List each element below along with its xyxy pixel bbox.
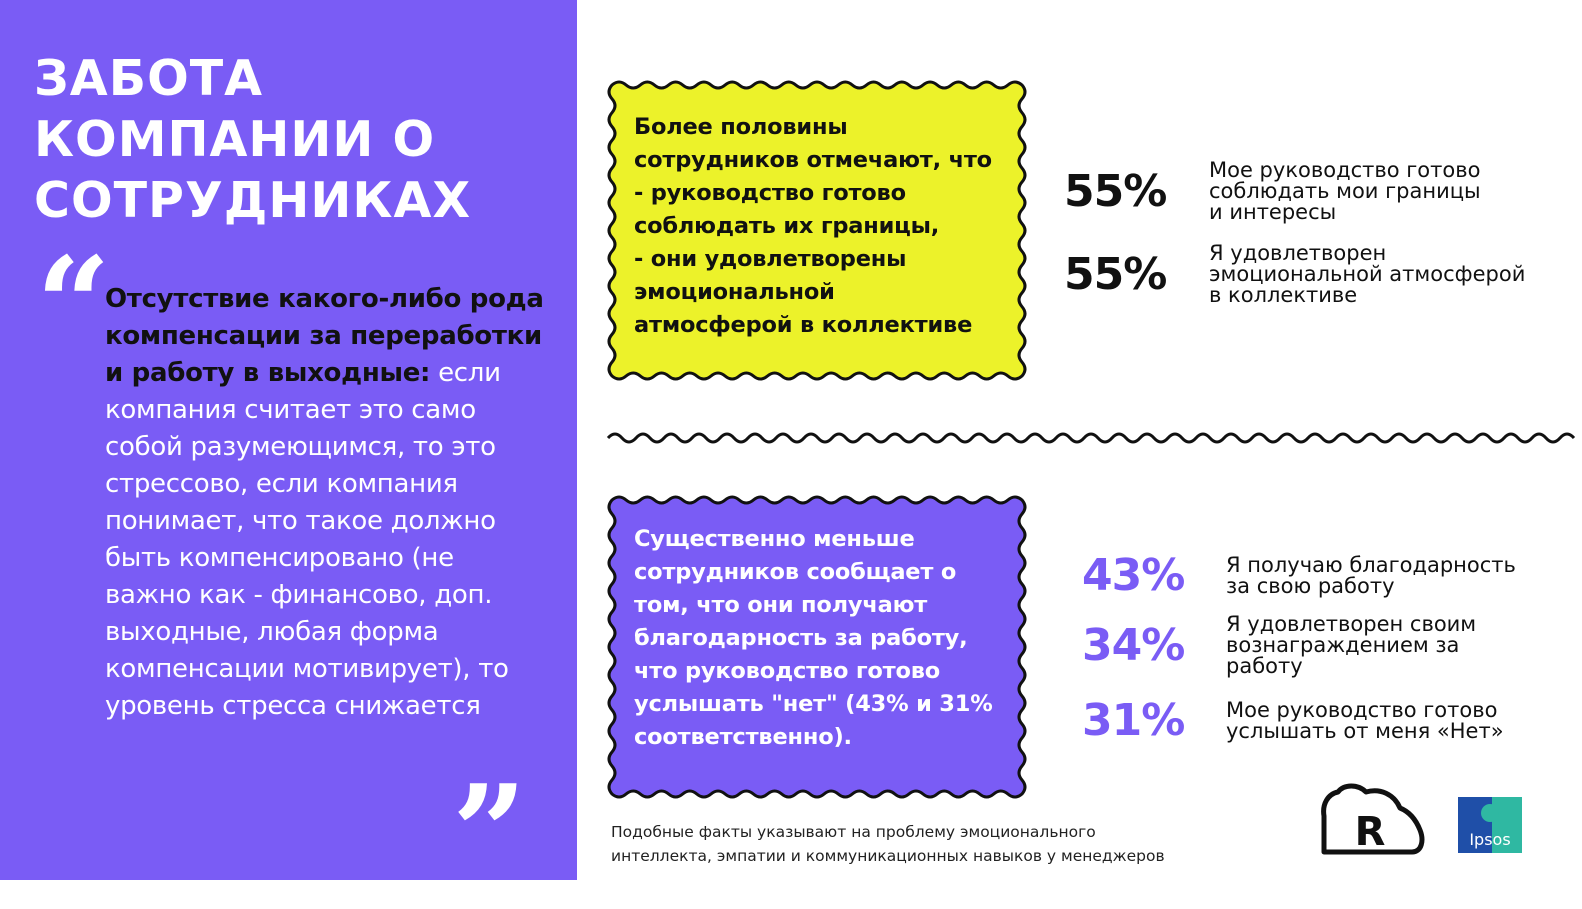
box-line: Более половины [634,114,848,140]
r-logo: R [1321,783,1425,855]
stat-row: 31% Мое руководство готово услышать от м… [1082,695,1504,746]
quote-regular: если компания считает это само собой раз… [105,358,509,721]
stat-label-line: и интересы [1209,200,1337,224]
r-logo-letter: R [1355,809,1386,855]
stat-label-line: работу [1226,654,1303,678]
stat-label: Мое руководство готово соблюдать мои гра… [1209,160,1481,223]
stat-label-line: Я удовлетворен своим [1226,612,1477,636]
box-line: - они удовлетворены [634,246,907,272]
box-line: соответственно). [634,724,852,750]
stat-row: 55% Мое руководство готово соблюдать мои… [1064,160,1481,223]
footnote-line: интеллекта, эмпатии и коммуникационных н… [611,847,1165,865]
ipsos-logo: Ipsos [1456,795,1524,855]
stat-label: Я получаю благодарность за свою работу [1226,552,1516,598]
stat-label-line: в коллективе [1209,283,1358,307]
stat-label-line: Я получаю благодарность [1226,552,1516,577]
purple-wavy-frame [607,495,1027,799]
stat-label-line: Мое руководство готово [1209,158,1481,182]
stat-value: 34% [1082,620,1185,671]
stat-label: Я удовлетворен эмоциональной атмосферой … [1209,243,1525,306]
page-title: ЗАБОТА КОМПАНИИ О СОТРУДНИКАХ [34,48,554,231]
left-panel: ЗАБОТА КОМПАНИИ О СОТРУДНИКАХ “ Отсутств… [0,0,577,898]
stat-label: Мое руководство готово услышать от меня … [1226,697,1504,743]
page-title-line: КОМПАНИИ О [34,111,436,168]
close-quote-mark: ” [452,756,527,909]
box-line: сотрудников сообщает о [634,559,957,585]
stat-value: 55% [1064,166,1167,217]
stat-label-line: соблюдать мои границы [1209,179,1481,203]
box-line: Существенно меньше [634,526,915,552]
stat-label-line: Мое руководство готово [1226,697,1498,722]
box-line: соблюдать их границы, [634,213,940,239]
stat-row: 34% Я удовлетворен своим вознаграждением… [1082,614,1476,677]
box-line: благодарность за работу, [634,625,968,651]
page-title-line: СОТРУДНИКАХ [34,172,472,229]
yellow-wavy-frame [607,80,1027,381]
footnote: Подобные факты указывают на проблему эмо… [611,820,1251,868]
box-line: атмосферой в коллективе [634,312,973,338]
highlight-text-top: Более половины сотрудников отмечают, что… [634,111,1014,342]
box-line: услышать "нет" (43% и 31% [634,691,993,717]
stat-label-line: Я удовлетворен [1209,241,1387,265]
stat-label: Я удовлетворен своим вознаграждением за … [1226,614,1476,677]
highlight-box-top: Более половины сотрудников отмечают, что… [606,79,1028,382]
wavy-divider [606,432,1576,444]
box-line: том, что они получают [634,592,928,618]
box-line: эмоциональной [634,279,835,305]
highlight-box-bottom: Существенно меньше сотрудников сообщает … [606,494,1028,800]
quote-colon: : [420,358,431,388]
stat-label-line: услышать от меня «Нет» [1226,718,1504,743]
stat-value: 43% [1082,550,1185,601]
quote-text: Отсутствие какого-либо рода компенсации … [105,281,545,725]
stat-label-line: вознаграждением за [1226,633,1460,657]
stat-value: 31% [1082,695,1185,746]
ipsos-logo-text: Ipsos [1469,830,1510,849]
box-line: - руководство готово [634,180,906,206]
quote-bold: Отсутствие какого-либо рода компенсации … [105,284,544,388]
page-title-line: ЗАБОТА [34,50,264,107]
box-line: сотрудников отмечают, что [634,147,992,173]
stat-row: 43% Я получаю благодарность за свою рабо… [1082,550,1516,601]
highlight-text-bottom: Существенно меньше сотрудников сообщает … [634,523,1014,754]
box-line: что руководство готово [634,658,941,684]
stat-label-line: за свою работу [1226,573,1395,598]
open-quote-mark: “ [36,228,111,381]
stat-row: 55% Я удовлетворен эмоциональной атмосфе… [1064,243,1525,306]
stat-label-line: эмоциональной атмосферой [1209,262,1526,286]
footnote-line: Подобные факты указывают на проблему эмо… [611,823,1096,841]
stat-value: 55% [1064,249,1167,300]
